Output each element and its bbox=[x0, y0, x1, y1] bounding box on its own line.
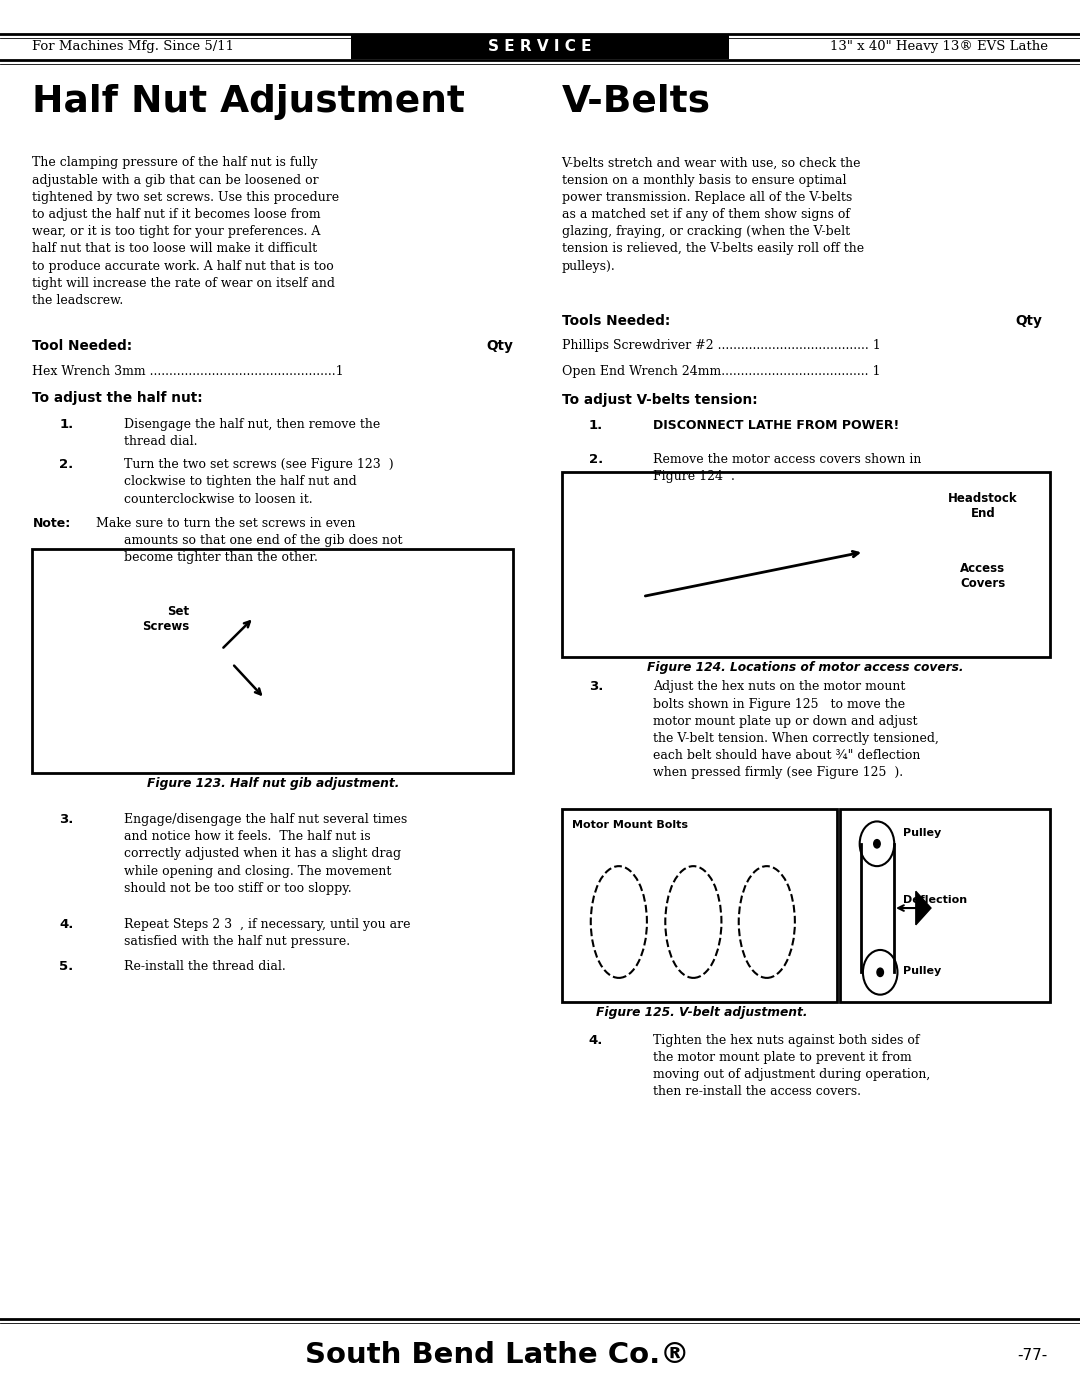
Text: Qty: Qty bbox=[1015, 314, 1042, 328]
Text: Figure 123. Half nut gib adjustment.: Figure 123. Half nut gib adjustment. bbox=[147, 777, 400, 789]
Text: To adjust the half nut:: To adjust the half nut: bbox=[32, 391, 203, 405]
Text: Re-install the thread dial.: Re-install the thread dial. bbox=[124, 960, 286, 972]
Text: Tools Needed:: Tools Needed: bbox=[562, 314, 670, 328]
Text: Engage/disengage the half nut several times
and notice how it feels.  The half n: Engage/disengage the half nut several ti… bbox=[124, 813, 407, 895]
Text: The clamping pressure of the half nut is fully
adjustable with a gib that can be: The clamping pressure of the half nut is… bbox=[32, 156, 339, 307]
Text: 4.: 4. bbox=[589, 1034, 603, 1046]
Text: 3.: 3. bbox=[59, 813, 73, 826]
Ellipse shape bbox=[665, 866, 721, 978]
Bar bbox=[562, 472, 1050, 657]
Text: Open End Wrench 24mm...................................... 1: Open End Wrench 24mm....................… bbox=[562, 365, 880, 377]
Text: 1.: 1. bbox=[589, 419, 603, 432]
Text: -77-: -77- bbox=[1017, 1348, 1048, 1362]
Text: Remove the motor access covers shown in
Figure 124  .: Remove the motor access covers shown in … bbox=[653, 453, 921, 483]
Circle shape bbox=[877, 968, 883, 977]
Text: Set
Screws: Set Screws bbox=[141, 605, 189, 633]
Text: Headstock
End: Headstock End bbox=[948, 492, 1017, 520]
Text: 3.: 3. bbox=[589, 680, 603, 693]
Text: 4.: 4. bbox=[59, 918, 73, 930]
Text: To adjust V-belts tension:: To adjust V-belts tension: bbox=[562, 393, 757, 407]
Text: Half Nut Adjustment: Half Nut Adjustment bbox=[32, 84, 465, 120]
Text: V-Belts: V-Belts bbox=[562, 84, 711, 120]
Text: Tighten the hex nuts against both sides of
the motor mount plate to prevent it f: Tighten the hex nuts against both sides … bbox=[653, 1034, 931, 1098]
Polygon shape bbox=[916, 891, 931, 925]
Text: Turn the two set screws (see Figure 123  )
clockwise to tighten the half nut and: Turn the two set screws (see Figure 123 … bbox=[124, 458, 394, 506]
Text: Access
Covers: Access Covers bbox=[960, 562, 1005, 590]
Text: 1.: 1. bbox=[59, 418, 73, 430]
Bar bbox=[351, 35, 729, 59]
Text: Phillips Screwdriver #2 ....................................... 1: Phillips Screwdriver #2 ................… bbox=[562, 339, 880, 352]
Text: Motor Mount Bolts: Motor Mount Bolts bbox=[572, 820, 688, 830]
Text: South Bend Lathe Co.®: South Bend Lathe Co.® bbox=[305, 1341, 689, 1369]
Text: Make sure to turn the set screws in even
        amounts so that one end of the : Make sure to turn the set screws in even… bbox=[92, 517, 402, 564]
Text: For Machines Mfg. Since 5/11: For Machines Mfg. Since 5/11 bbox=[32, 41, 234, 53]
Text: Pulley: Pulley bbox=[903, 827, 941, 838]
Text: Disengage the half nut, then remove the
thread dial.: Disengage the half nut, then remove the … bbox=[124, 418, 380, 448]
Text: Hex Wrench 3mm ................................................1: Hex Wrench 3mm .........................… bbox=[32, 365, 345, 377]
Text: 2.: 2. bbox=[59, 458, 73, 471]
Text: 5.: 5. bbox=[59, 960, 73, 972]
Text: Note:: Note: bbox=[32, 517, 70, 529]
Text: Repeat Steps 2 3  , if necessary, until you are
satisfied with the half nut pres: Repeat Steps 2 3 , if necessary, until y… bbox=[124, 918, 410, 949]
Text: Pulley: Pulley bbox=[903, 965, 941, 977]
Text: Tool Needed:: Tool Needed: bbox=[32, 339, 133, 353]
Bar bbox=[32, 549, 513, 773]
Text: Figure 125. V-belt adjustment.: Figure 125. V-belt adjustment. bbox=[596, 1006, 808, 1018]
Bar bbox=[840, 809, 1050, 1002]
Text: Deflection: Deflection bbox=[903, 894, 967, 905]
Circle shape bbox=[874, 840, 880, 848]
Ellipse shape bbox=[591, 866, 647, 978]
Text: 2.: 2. bbox=[589, 453, 603, 465]
Circle shape bbox=[863, 950, 897, 995]
Text: Adjust the hex nuts on the motor mount
bolts shown in Figure 125   to move the
m: Adjust the hex nuts on the motor mount b… bbox=[653, 680, 940, 780]
Circle shape bbox=[860, 821, 894, 866]
Text: V-belts stretch and wear with use, so check the
tension on a monthly basis to en: V-belts stretch and wear with use, so ch… bbox=[562, 156, 864, 272]
Bar bbox=[562, 809, 837, 1002]
Ellipse shape bbox=[739, 866, 795, 978]
Text: DISCONNECT LATHE FROM POWER!: DISCONNECT LATHE FROM POWER! bbox=[653, 419, 900, 432]
Text: Figure 124. Locations of motor access covers.: Figure 124. Locations of motor access co… bbox=[647, 661, 964, 673]
Text: Qty: Qty bbox=[486, 339, 513, 353]
Text: 13" x 40" Heavy 13® EVS Lathe: 13" x 40" Heavy 13® EVS Lathe bbox=[829, 41, 1048, 53]
Text: S E R V I C E: S E R V I C E bbox=[488, 39, 592, 54]
